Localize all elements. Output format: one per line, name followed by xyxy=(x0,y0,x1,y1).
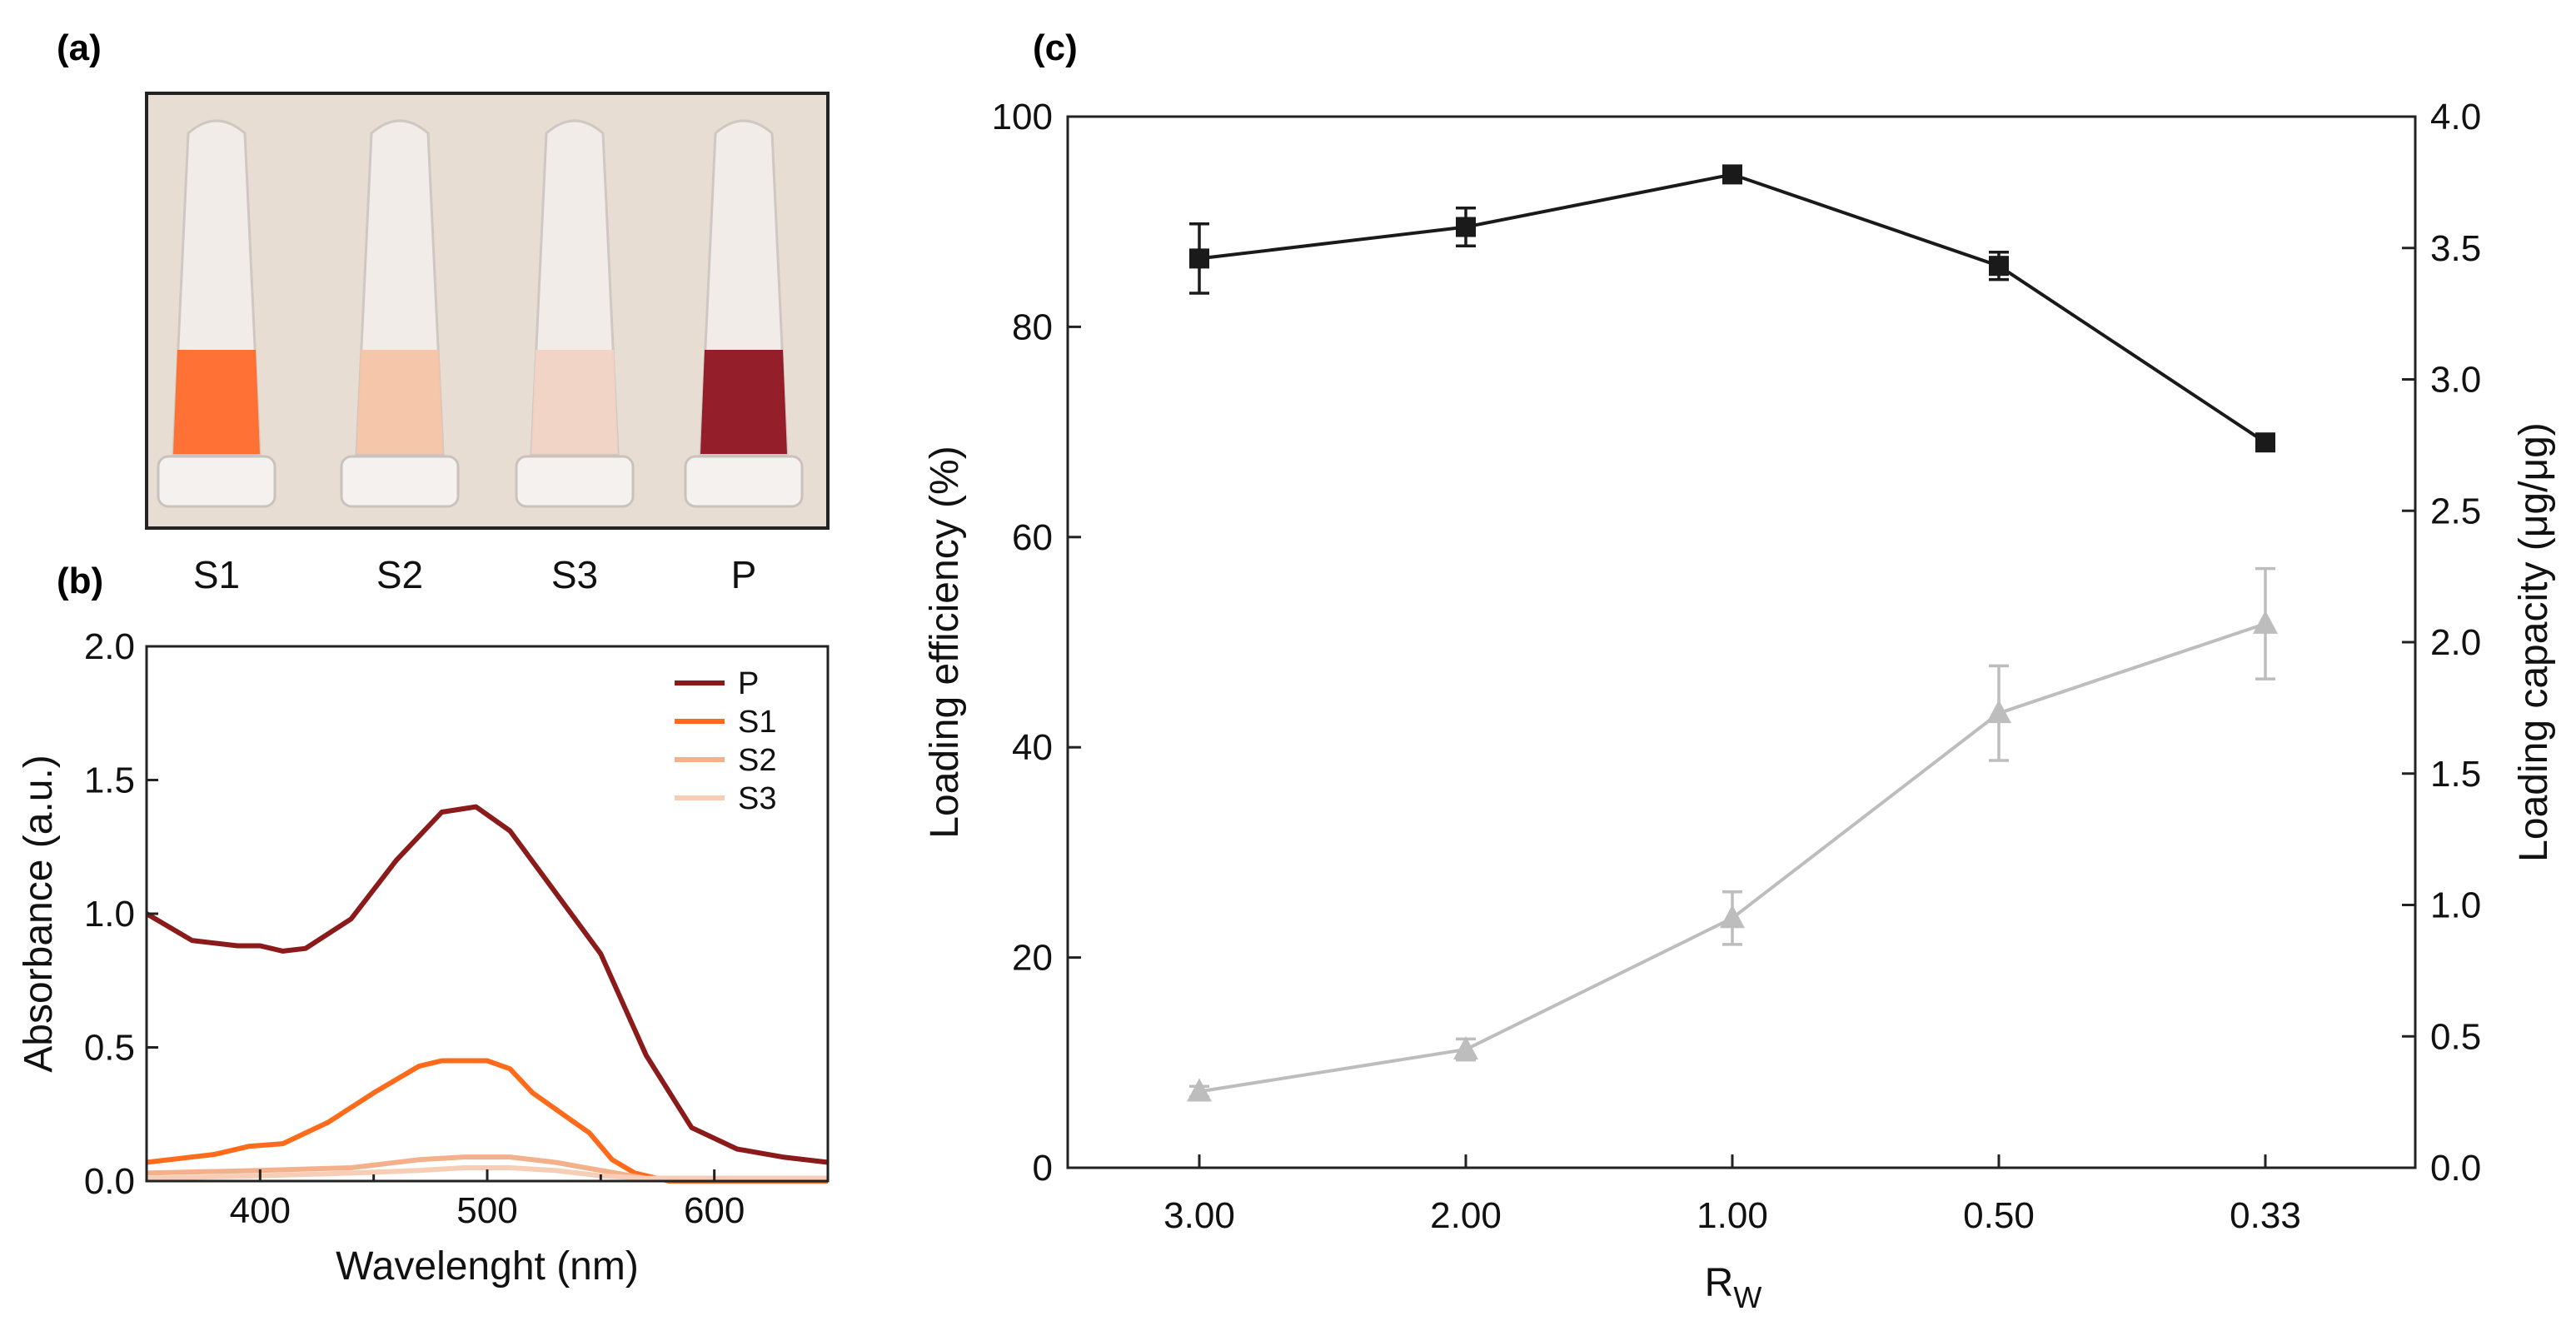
marker-capacity xyxy=(2253,610,2278,634)
tube-base xyxy=(340,455,460,508)
series-line-s1 xyxy=(146,1058,828,1184)
marker-efficiency xyxy=(2255,432,2275,453)
y-axis-label: Absorbance (a.u.) xyxy=(17,755,61,1073)
y-tick-label-left: 0 xyxy=(1033,1148,1053,1189)
tube-label: P xyxy=(731,553,757,596)
marker-capacity xyxy=(1720,905,1745,929)
y-tick-label-right: 3.5 xyxy=(2430,228,2481,269)
tube-s2: S2 xyxy=(340,119,460,596)
tube-label: S3 xyxy=(551,553,598,596)
y-tick-label-left: 20 xyxy=(1012,938,1053,979)
x-tick-label: 600 xyxy=(684,1190,745,1231)
plot-frame xyxy=(145,645,830,1183)
y-tick-label-right: 1.5 xyxy=(2430,754,2481,795)
tube-liquid xyxy=(356,350,443,454)
y-tick-label-left: 100 xyxy=(992,97,1053,137)
series-line-capacity xyxy=(1198,622,2266,1094)
panel-label-a: (a) xyxy=(57,27,102,68)
tube-liquid xyxy=(173,350,260,454)
x-tick-label: 0.33 xyxy=(2230,1195,2301,1236)
y-tick-label-left: 40 xyxy=(1012,727,1053,768)
absorbance-chart: 0.0 0.5 1.0 1.5 2.0 400 500 600 Wavelenght (nm) A… xyxy=(17,626,830,1289)
y-tick-label-left: 60 xyxy=(1012,517,1053,558)
x-tick-label: 400 xyxy=(230,1190,291,1231)
tube-liquid xyxy=(700,350,787,454)
x-axis-label: RW xyxy=(1705,1261,1762,1314)
tube-photo: S1 S2 S3 P xyxy=(145,92,830,596)
tube-base xyxy=(157,455,277,508)
tube-base xyxy=(684,455,804,508)
x-tick-label: 3.00 xyxy=(1163,1195,1235,1236)
y-tick-label-right: 1.0 xyxy=(2430,885,2481,926)
y-axis-label-right: Loading capacity (μg/μg) xyxy=(2512,422,2556,862)
legend-label-s1: S1 xyxy=(738,705,776,740)
x-tick-label: 500 xyxy=(456,1190,517,1231)
tube-s3: S3 xyxy=(515,119,635,596)
y-tick-label-left: 80 xyxy=(1012,307,1053,347)
x-tick-label: 2.00 xyxy=(1430,1195,1502,1236)
x-axis-label: Wavelenght (nm) xyxy=(336,1244,639,1289)
marker-efficiency xyxy=(1456,217,1476,237)
series-line-efficiency xyxy=(1198,172,2267,444)
y-tick-label-right: 4.0 xyxy=(2430,97,2481,137)
y-tick-label-right: 0.0 xyxy=(2430,1148,2481,1189)
marker-capacity xyxy=(1187,1078,1212,1102)
series-line-s2 xyxy=(146,1154,828,1181)
marker-efficiency xyxy=(1189,248,1209,269)
y-tick-label-right: 2.0 xyxy=(2430,622,2481,663)
panel-label-b: (b) xyxy=(57,561,103,601)
series-line-s3 xyxy=(146,1165,828,1181)
y-tick-label-right: 2.5 xyxy=(2430,491,2481,531)
series-line-p xyxy=(145,804,829,1165)
y-tick-label-right: 3.0 xyxy=(2430,360,2481,401)
y-tick-label: 1.0 xyxy=(84,894,135,935)
tube-p: P xyxy=(684,119,804,596)
y-tick-label: 0.0 xyxy=(84,1161,135,1202)
tube-s1: S1 xyxy=(157,119,277,596)
loading-chart: 0 20 40 60 80 100 0.0 0.5 1.0 1.5 2.0 2.5 3.0 3.5 4.0 3… xyxy=(923,97,2556,1314)
marker-efficiency xyxy=(1989,256,2009,277)
tube-label: S2 xyxy=(376,553,423,596)
panel-label-c: (c) xyxy=(1033,27,1078,68)
y-tick-label: 0.5 xyxy=(84,1028,135,1069)
x-tick-label: 0.50 xyxy=(1963,1195,2035,1236)
marker-efficiency xyxy=(1722,164,1742,185)
legend-label-s3: S3 xyxy=(738,781,776,816)
x-tick-label: 1.00 xyxy=(1697,1195,1768,1236)
legend-label-s2: S2 xyxy=(738,743,776,778)
marker-capacity xyxy=(1986,700,2011,724)
y-tick-label-right: 0.5 xyxy=(2430,1016,2481,1057)
x-axis-label-subscript: W xyxy=(1733,1280,1761,1314)
y-tick-label: 2.0 xyxy=(84,626,135,667)
tube-base xyxy=(515,455,635,508)
tube-label: S1 xyxy=(193,553,240,596)
marker-capacity xyxy=(1453,1036,1478,1060)
y-axis-label-left: Loading efficiency (%) xyxy=(923,446,967,838)
y-tick-label: 1.5 xyxy=(84,760,135,801)
legend-label-p: P xyxy=(738,666,759,701)
tube-liquid xyxy=(531,350,618,454)
